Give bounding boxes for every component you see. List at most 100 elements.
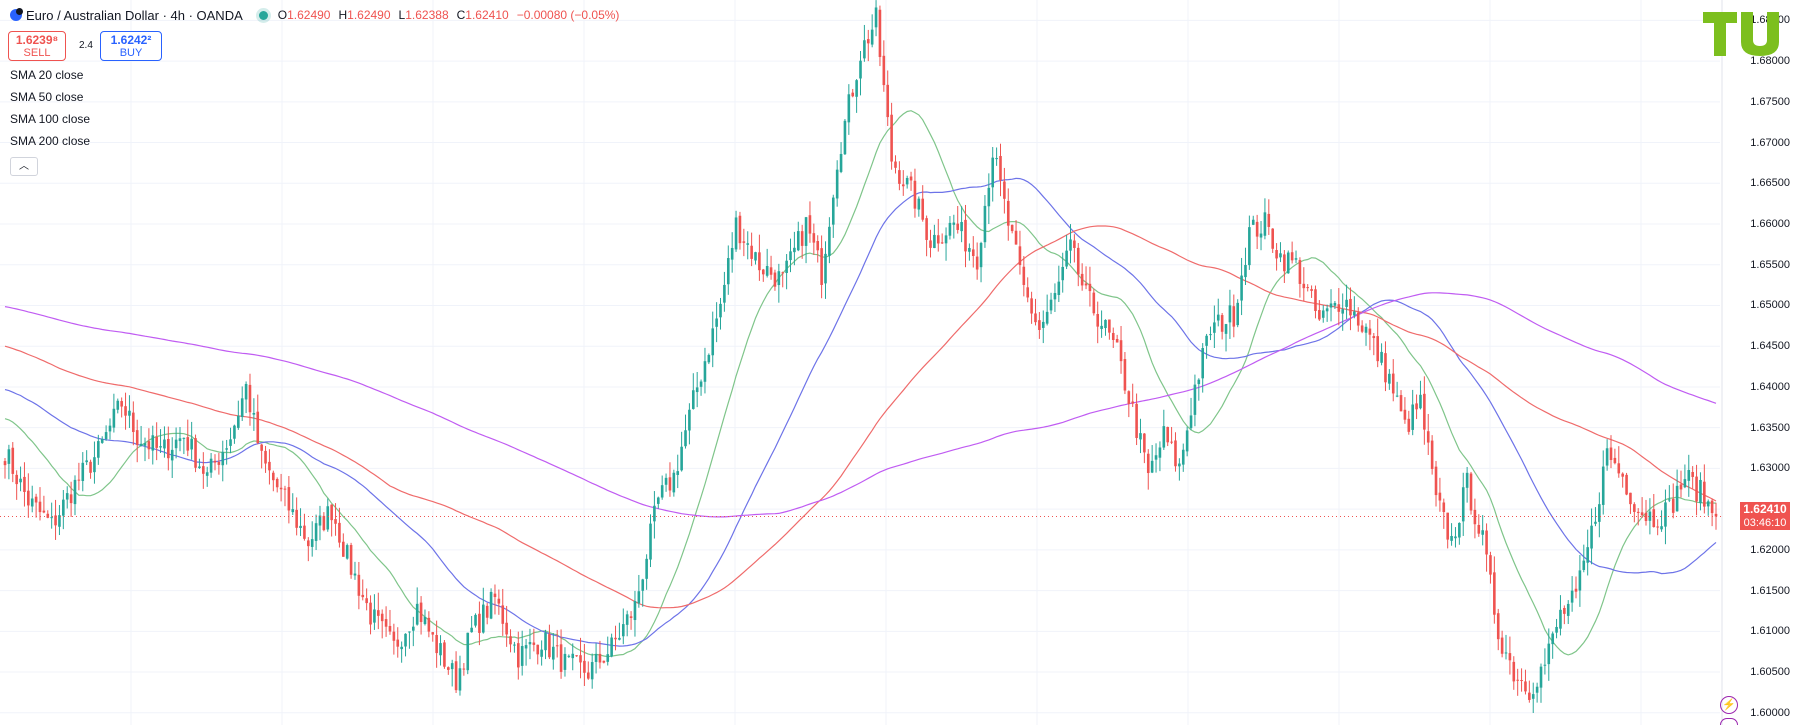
candle-body <box>688 409 691 431</box>
candle-body <box>1181 449 1185 465</box>
candle-body <box>820 248 823 285</box>
candle-body <box>859 60 862 79</box>
candle-body <box>633 601 637 621</box>
candle-body <box>11 447 15 474</box>
y-tick-label: 1.61000 <box>1750 625 1790 638</box>
candle-body <box>1508 653 1512 661</box>
candle-body <box>155 436 158 448</box>
candle-body <box>167 438 170 459</box>
candle-body <box>139 443 143 446</box>
candle-body <box>645 558 648 579</box>
symbol-title[interactable]: Euro / Australian Dollar · 4h · OANDA <box>26 7 243 23</box>
candle-body <box>1559 609 1562 629</box>
candle-body <box>396 639 400 647</box>
candle-body <box>501 605 505 624</box>
sell-button[interactable]: 1.6239⁸ SELL <box>8 31 66 61</box>
buy-price: 1.6242² <box>110 33 152 47</box>
candle-body <box>575 655 578 657</box>
candle-body <box>365 598 368 604</box>
candle-body <box>330 504 333 521</box>
candle-body <box>233 425 236 439</box>
candle-body <box>470 627 473 633</box>
candle-body <box>256 411 260 444</box>
candle-body <box>1216 314 1220 321</box>
candle-body <box>1683 479 1687 488</box>
candle-body <box>1586 547 1589 563</box>
candle-body <box>1644 512 1648 522</box>
candle-body <box>1244 264 1247 278</box>
candle-body <box>69 494 73 504</box>
candle-body <box>866 39 870 44</box>
candle-body <box>828 226 831 256</box>
candle-body <box>1271 228 1274 249</box>
candle-body <box>894 161 897 168</box>
candle-body <box>870 29 874 45</box>
candle-body <box>1481 530 1484 535</box>
settings-icon[interactable] <box>1720 718 1738 725</box>
candle-body <box>151 435 155 451</box>
candle-body <box>1574 588 1578 592</box>
candle-body <box>279 487 283 490</box>
candle-body <box>361 594 365 598</box>
candle-body <box>917 198 921 210</box>
candle-body <box>843 120 847 155</box>
candle-body <box>579 655 582 663</box>
candle-body <box>1178 463 1181 467</box>
candle-body <box>1321 310 1325 318</box>
candle-body <box>89 461 92 473</box>
candle-body <box>1123 359 1127 391</box>
candle-body <box>816 241 820 251</box>
candle-body <box>213 460 217 463</box>
candle-body <box>901 184 905 187</box>
candle-body <box>726 258 730 285</box>
candle-body <box>1220 315 1224 332</box>
candle-body <box>1053 293 1057 300</box>
indicator-sma50[interactable]: SMA 50 close <box>10 90 84 104</box>
indicator-sma100[interactable]: SMA 100 close <box>10 112 91 126</box>
candle-body <box>1399 395 1403 412</box>
candle-body <box>1228 305 1232 323</box>
candle-body <box>723 284 726 303</box>
candle-body <box>46 513 50 518</box>
candle-body <box>905 177 909 185</box>
candle-body <box>314 523 318 541</box>
candle-body <box>65 493 69 500</box>
candle-body <box>443 642 446 667</box>
indicator-sma20[interactable]: SMA 20 close <box>10 68 84 82</box>
candle-body <box>190 438 193 450</box>
candle-body <box>734 217 738 250</box>
candle-body <box>532 642 536 645</box>
candle-body <box>983 205 987 243</box>
candle-body <box>485 605 489 618</box>
candle-body <box>1442 502 1446 513</box>
candle-body <box>1706 501 1710 507</box>
candle-body <box>656 497 660 504</box>
candle-body <box>738 215 742 244</box>
candle-body <box>1563 607 1566 614</box>
collapse-indicators-button[interactable]: ︿ <box>10 157 38 176</box>
candle-body <box>590 662 594 680</box>
y-tick-label: 1.60000 <box>1750 706 1790 719</box>
y-tick-label: 1.63000 <box>1750 462 1790 475</box>
candle-body <box>318 515 322 526</box>
candle-body <box>182 437 186 439</box>
tradingview-logo-icon <box>1703 12 1789 63</box>
candle-body <box>194 438 197 468</box>
sma-line-20 <box>4 110 1717 658</box>
candle-body <box>1057 281 1061 296</box>
candle-body <box>520 646 524 666</box>
candle-body <box>1341 309 1344 314</box>
candle-body <box>1403 409 1407 420</box>
candle-body <box>765 266 769 276</box>
candle-body <box>1668 499 1671 501</box>
buy-button[interactable]: 1.6242² BUY <box>100 31 162 61</box>
candle-body <box>715 318 718 327</box>
candle-body <box>1640 512 1644 516</box>
candle-body <box>493 593 497 598</box>
lightning-icon[interactable]: ⚡ <box>1720 696 1738 714</box>
candle-body <box>334 519 337 524</box>
candle-body <box>275 478 279 488</box>
candle-body <box>15 474 18 485</box>
indicator-sma200[interactable]: SMA 200 close <box>10 134 91 148</box>
